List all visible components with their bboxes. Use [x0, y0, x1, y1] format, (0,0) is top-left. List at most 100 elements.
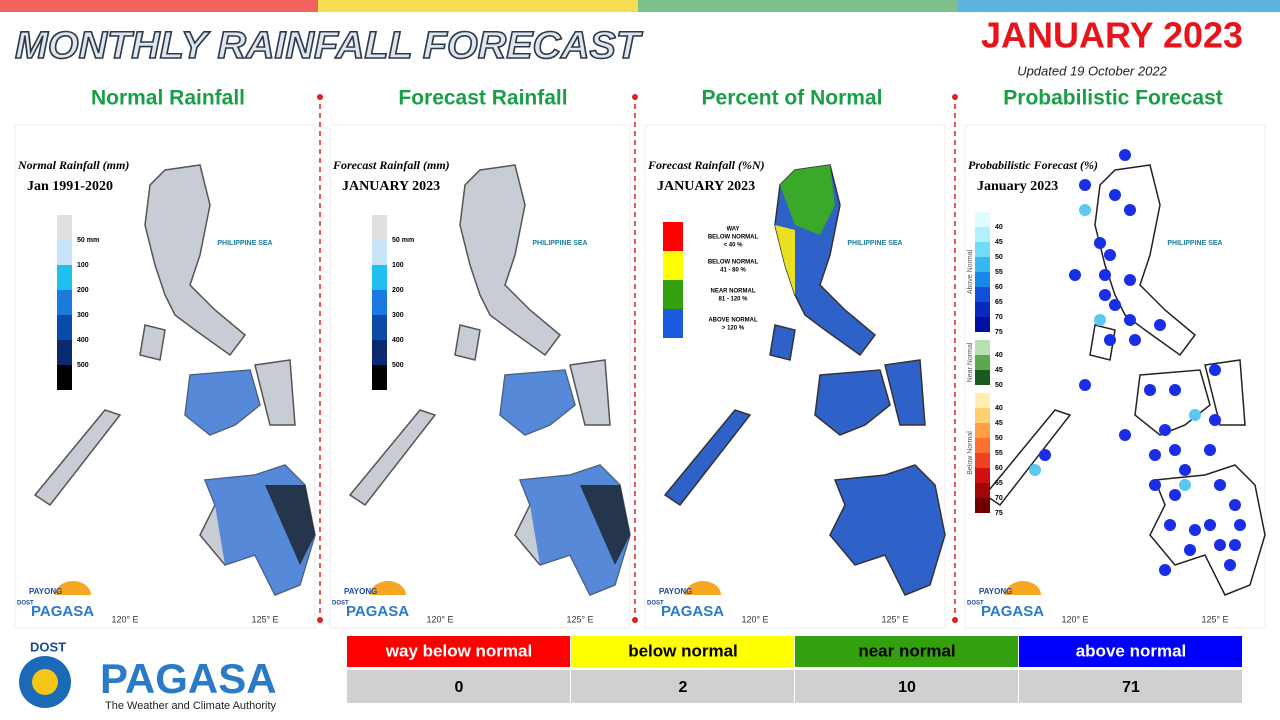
- legend-label: BELOW NORMAL: [708, 260, 759, 266]
- station-dot: [1159, 564, 1171, 576]
- station-dot: [1079, 204, 1091, 216]
- updated: Updated 19 October 2022: [1017, 63, 1167, 78]
- legend-swatch: [975, 227, 990, 242]
- legend-label: BELOW NORMAL: [708, 235, 759, 241]
- sea-label: PHILIPPINE SEA: [217, 240, 272, 247]
- legend-label: 500: [392, 362, 404, 369]
- station-dot: [1109, 189, 1121, 201]
- legend-swatch: [975, 340, 990, 355]
- legend-swatch: [663, 280, 683, 309]
- station-dot: [1154, 319, 1166, 331]
- panel-title: Percent of Normal: [702, 87, 883, 110]
- legend-label: 200: [77, 287, 89, 294]
- map: PHILIPPINE SEA 120° E 125° E DOST PAYONG PAGA…: [329, 124, 631, 629]
- legend-swatch: [975, 408, 990, 423]
- station-dot: [1119, 149, 1131, 161]
- station-dot: [1149, 479, 1161, 491]
- map-subtitle: JANUARY 2023: [342, 179, 440, 194]
- logo-umbrella: [55, 581, 91, 595]
- legend-label: 40: [995, 405, 1003, 412]
- station-dot: [1204, 444, 1216, 456]
- legend-swatch: [975, 287, 990, 302]
- map-subtitle: JANUARY 2023: [657, 179, 755, 194]
- table-header-cell: [1019, 636, 1242, 667]
- table-value: 10: [898, 679, 916, 696]
- station-dot: [1179, 479, 1191, 491]
- legend-swatch: [975, 272, 990, 287]
- divider-dot: [952, 617, 958, 623]
- legend-label: 60: [995, 465, 1003, 472]
- legend-label: 200: [392, 287, 404, 294]
- panel-title: Forecast Rainfall: [398, 87, 567, 110]
- legend-swatch: [57, 265, 72, 290]
- map: PHILIPPINE SEA 120° E 125° E DOST PAYONG PAGA…: [644, 124, 946, 629]
- legend-swatch: [975, 453, 990, 468]
- logo-umbrella: [1005, 581, 1041, 595]
- legend-swatch: [975, 483, 990, 498]
- legend-label: 70: [995, 314, 1003, 321]
- logo-text: DOST: [967, 601, 984, 607]
- station-dot: [1179, 464, 1191, 476]
- table-cell: [571, 670, 794, 703]
- station-dot: [1214, 539, 1226, 551]
- legend-swatch: [57, 240, 72, 265]
- station-dot: [1119, 429, 1131, 441]
- legend-swatch: [975, 317, 990, 332]
- logo-text: DOST: [17, 601, 34, 607]
- legend-label: 100: [77, 262, 89, 269]
- legend-label: 400: [77, 337, 89, 344]
- tagline: The Weather and Climate Authority: [105, 700, 276, 712]
- legend-label: 41 - 80 %: [720, 268, 746, 274]
- legend-group: Above Normal: [967, 249, 974, 294]
- logo-text: PAYONG: [29, 587, 62, 596]
- map-shade: [185, 370, 260, 435]
- lon-label: 120° E: [111, 614, 138, 624]
- station-dot: [1209, 414, 1221, 426]
- legend-label: 50 mm: [77, 237, 99, 244]
- divider-dot: [952, 94, 958, 100]
- legend-label: 65: [995, 480, 1003, 487]
- station-dot: [1124, 204, 1136, 216]
- logo-text: PAGASA: [981, 603, 1044, 620]
- station-dot: [1169, 444, 1181, 456]
- legend-swatch: [57, 290, 72, 315]
- panel-title: Normal Rainfall: [91, 87, 245, 110]
- legend-label: 50 mm: [392, 237, 414, 244]
- legend-swatch: [372, 365, 387, 390]
- table-value: 2: [679, 679, 688, 696]
- station-dot: [1104, 249, 1116, 261]
- lon-label: 120° E: [741, 614, 768, 624]
- legend-swatch: [975, 212, 990, 227]
- legend-swatch: [975, 423, 990, 438]
- table-value: 71: [1122, 679, 1140, 696]
- station-dot: [1104, 334, 1116, 346]
- month: JANUARY 2023: [981, 15, 1243, 56]
- table-cell: [795, 670, 1018, 703]
- agency: DOST: [30, 639, 66, 654]
- legend-label: 81 - 120 %: [718, 297, 748, 303]
- table-header-cell: [571, 636, 794, 667]
- lon-label: 120° E: [426, 614, 453, 624]
- station-dot: [1099, 269, 1111, 281]
- station-dot: [1184, 544, 1196, 556]
- station-dot: [1129, 334, 1141, 346]
- map-title: Probabilistic Forecast (%): [968, 158, 1098, 172]
- divider-dot: [317, 617, 323, 623]
- station-dot: [1204, 519, 1216, 531]
- map-title: Normal Rainfall (mm): [17, 158, 129, 172]
- map-shade: [500, 370, 575, 435]
- station-dot: [1189, 524, 1201, 536]
- legend-label: ABOVE NORMAL: [708, 318, 758, 324]
- legend-label: 45: [995, 420, 1003, 427]
- map-title: Forecast Rainfall (mm): [332, 158, 450, 172]
- station-dot: [1189, 409, 1201, 421]
- legend-label: 45: [995, 239, 1003, 246]
- station-dot: [1149, 449, 1161, 461]
- legend-swatch: [975, 438, 990, 453]
- legend-swatch: [975, 498, 990, 513]
- legend-label: 300: [77, 312, 89, 319]
- legend-swatch: [372, 290, 387, 315]
- logo: [32, 669, 58, 695]
- station-dot: [1229, 499, 1241, 511]
